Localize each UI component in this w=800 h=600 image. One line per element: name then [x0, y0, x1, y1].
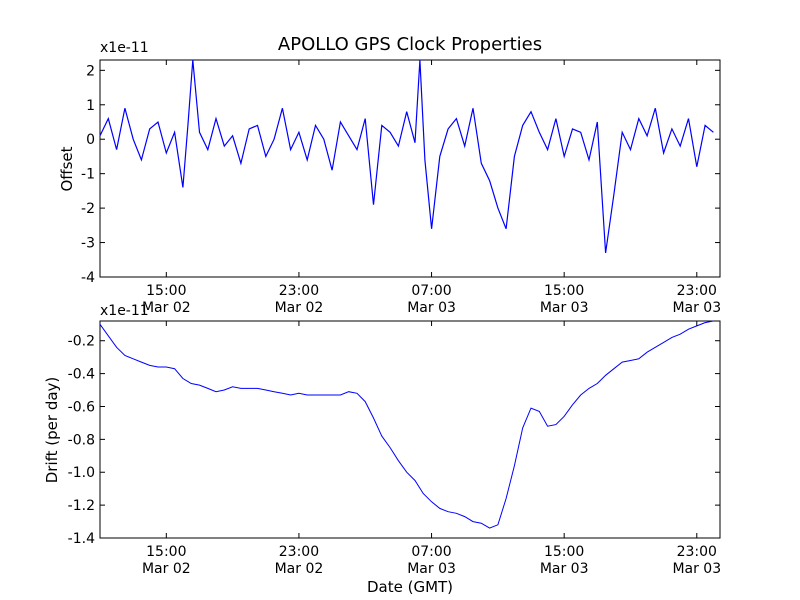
offset-y-tick-label: -4: [81, 270, 95, 286]
offset-x-tick-time: 15:00: [146, 283, 186, 299]
drift-y-tick-label: -0.2: [68, 334, 95, 350]
drift-y-tick-label: -1.2: [68, 498, 95, 514]
drift-scale-label: x1e-11: [100, 303, 149, 319]
offset-x-tick-time: 23:00: [279, 283, 319, 299]
drift-x-tick-date: Mar 03: [407, 561, 456, 577]
drift-y-tick-label: -0.8: [68, 432, 95, 448]
offset-x-tick-time: 23:00: [677, 283, 717, 299]
drift-x-tick-time: 15:00: [544, 544, 584, 560]
drift-x-tick-time: 23:00: [279, 544, 319, 560]
offset-x-tick-date: Mar 03: [540, 300, 589, 316]
drift-x-tick-date: Mar 03: [540, 561, 589, 577]
offset-scale-label: x1e-11: [100, 40, 149, 56]
drift-x-tick-time: 07:00: [411, 544, 451, 560]
offset-series-line: [99, 59, 714, 253]
drift-y-tick-label: -1.4: [68, 531, 95, 547]
offset-y-tick-label: 0: [86, 132, 95, 148]
drift-x-axis-label: Date (GMT): [367, 578, 453, 596]
drift-panel: x1e-11 Drift (per day) Date (GMT) -0.2 -0…: [43, 303, 721, 596]
offset-y-axis-label: Offset: [58, 146, 76, 191]
offset-y-tick-label: -3: [81, 236, 95, 252]
offset-plot-frame: [99, 59, 721, 278]
offset-y-tick-label: -1: [81, 167, 95, 183]
drift-x-tick-date: Mar 02: [275, 561, 324, 577]
drift-x-tick-time: 23:00: [677, 544, 717, 560]
drift-x-tick-time: 15:00: [146, 544, 186, 560]
offset-x-tick-time: 15:00: [544, 283, 584, 299]
drift-y-tick-label: -0.6: [68, 399, 95, 415]
offset-y-tick-label: 2: [86, 63, 95, 79]
offset-x-tick-date: Mar 02: [142, 300, 191, 316]
drift-plot-frame: [99, 320, 721, 539]
drift-y-tick-label: -1.0: [68, 465, 95, 481]
drift-series-line: [99, 320, 714, 529]
offset-x-tick-date: Mar 03: [407, 300, 456, 316]
offset-y-tick-label: -2: [81, 201, 95, 217]
drift-x-tick-date: Mar 03: [672, 561, 721, 577]
offset-y-tick-label: 1: [86, 98, 95, 114]
drift-x-tick-date: Mar 02: [142, 561, 191, 577]
offset-x-tick-date: Mar 03: [672, 300, 721, 316]
drift-y-tick-label: -0.4: [68, 367, 95, 383]
drift-y-axis-label: Drift (per day): [43, 377, 61, 484]
chart-title: APOLLO GPS Clock Properties: [278, 34, 542, 55]
offset-x-tick-time: 07:00: [411, 283, 451, 299]
offset-x-tick-date: Mar 02: [275, 300, 324, 316]
